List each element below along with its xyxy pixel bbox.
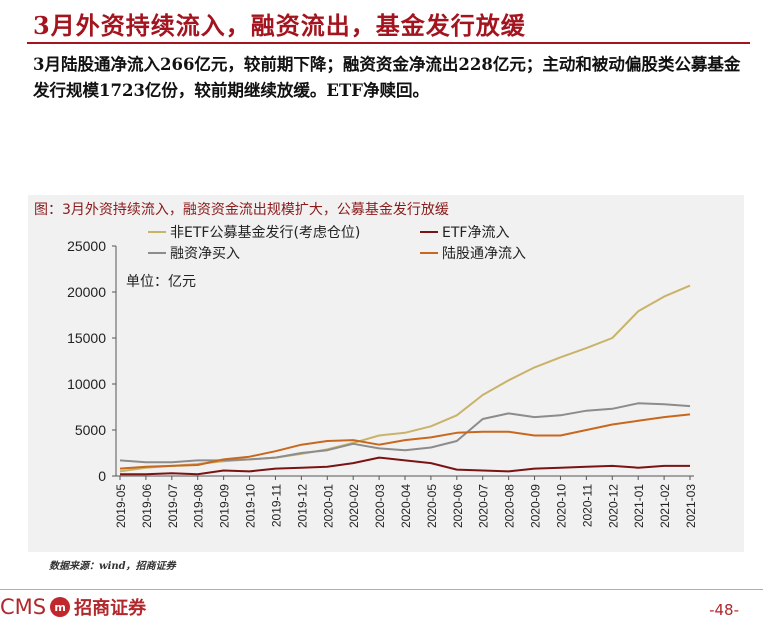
x-tick-label: 2020-03 [373,484,387,528]
x-tick-label: 2021-03 [684,484,698,528]
legend-label: 陆股通净流入 [442,246,526,262]
x-tick-label: 2020-02 [347,484,361,528]
x-tick-label: 2019-05 [114,484,128,528]
company-logo: CMS m 招商证券 [0,595,146,619]
x-tick-label: 2020-07 [477,484,491,528]
x-tick-label: 2019-06 [140,484,154,528]
legend-label: 融资净买入 [170,246,240,262]
logo-chinese: 招商证券 [74,598,147,619]
x-tick-label: 2020-09 [529,484,543,528]
legend-label: ETF净流入 [442,225,509,241]
x-tick-label: 2020-05 [425,484,439,528]
chart-panel [28,195,744,552]
series-line-0 [119,284,691,473]
y-tick-label: 15000 [67,330,106,346]
series-line-3 [119,413,691,470]
chart-title: 图：3月外资持续流入，融资资金流出规模扩大，公募基金发行放缓 [34,202,449,218]
x-tick-label: 2021-02 [658,484,672,528]
x-tick-label: 2019-07 [166,484,180,528]
x-tick-label: 2019-10 [244,484,258,528]
x-tick-label: 2020-10 [554,484,568,528]
x-tick-label: 2019-11 [269,484,283,527]
data-source: 数据来源：wind，招商证券 [49,561,176,572]
x-tick-label: 2020-04 [399,484,413,528]
legend-label: 非ETF公募基金发行(考虑仓位) [170,224,360,241]
unit-label: 单位：亿元 [126,274,196,290]
x-tick-label: 2021-01 [632,484,646,528]
series-line-1 [120,456,690,476]
y-tick-label: 10000 [67,376,106,392]
x-tick-label: 2019-08 [192,484,206,528]
x-tick-label: 2020-08 [503,484,517,528]
page-title: 3月外资持续流入，融资流出，基金发行放缓 [33,11,526,40]
x-tick-label: 2020-01 [321,484,335,528]
x-tick-label: 2020-12 [606,484,620,528]
y-tick-label: 5000 [75,422,106,438]
x-tick-label: 2020-06 [451,484,465,528]
y-tick-label: 25000 [67,238,106,254]
title-divider [27,42,750,44]
x-tick-label: 2019-09 [218,484,232,528]
footer-divider [0,589,763,590]
page-number: -48- [709,601,739,619]
x-tick-label: 2020-11 [580,484,594,527]
summary-text: 3月陆股通净流入266亿元，较前期下降；融资资金净流出228亿元；主动和被动偏股… [33,55,741,100]
logo-latin: CMS [0,595,47,619]
y-tick-label: 20000 [67,284,106,300]
y-tick-label: 0 [98,468,106,484]
x-tick-label: 2019-12 [295,484,309,528]
logo-mark-icon: m [50,597,71,617]
